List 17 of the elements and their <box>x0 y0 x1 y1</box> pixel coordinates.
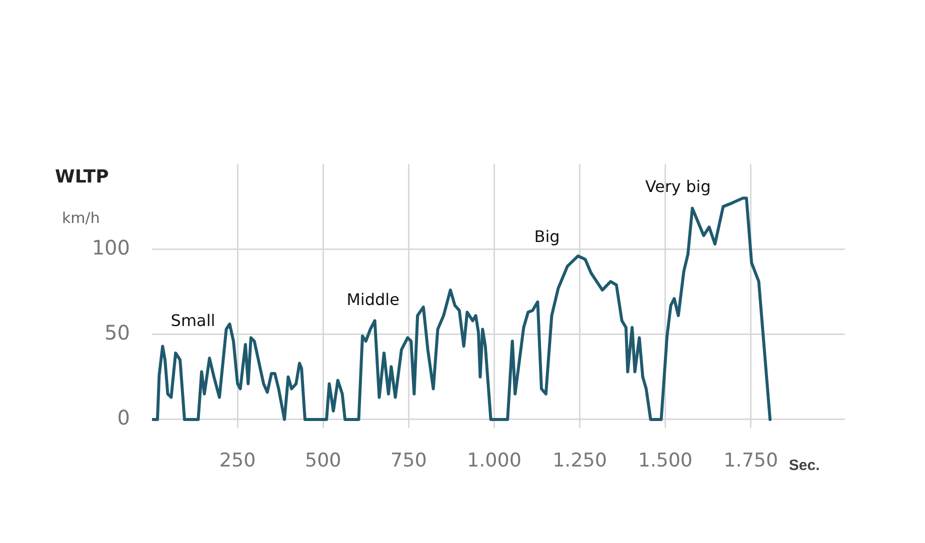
x-axis-title: Sec. <box>788 457 820 474</box>
y-tick-label: 0 <box>117 406 130 430</box>
y-axis-title: km/h <box>62 208 100 227</box>
x-tick-label: 1.750 <box>724 449 778 472</box>
annotation: Big <box>534 227 560 246</box>
x-tick-label: 750 <box>390 449 427 472</box>
x-tick-label: 250 <box>219 449 256 472</box>
y-tick-label: 50 <box>104 320 130 345</box>
x-tick-label: 1.000 <box>467 449 522 472</box>
x-tick-label: 1.250 <box>552 449 607 472</box>
x-tick-label: 1.500 <box>638 449 693 472</box>
x-tick-label: 500 <box>304 449 342 472</box>
y-tick-label: 100 <box>92 235 130 260</box>
chart-title: WLTP <box>55 166 109 188</box>
annotation: Very big <box>645 177 711 196</box>
annotation: Small <box>170 311 216 330</box>
annotation: Middle <box>346 290 400 310</box>
